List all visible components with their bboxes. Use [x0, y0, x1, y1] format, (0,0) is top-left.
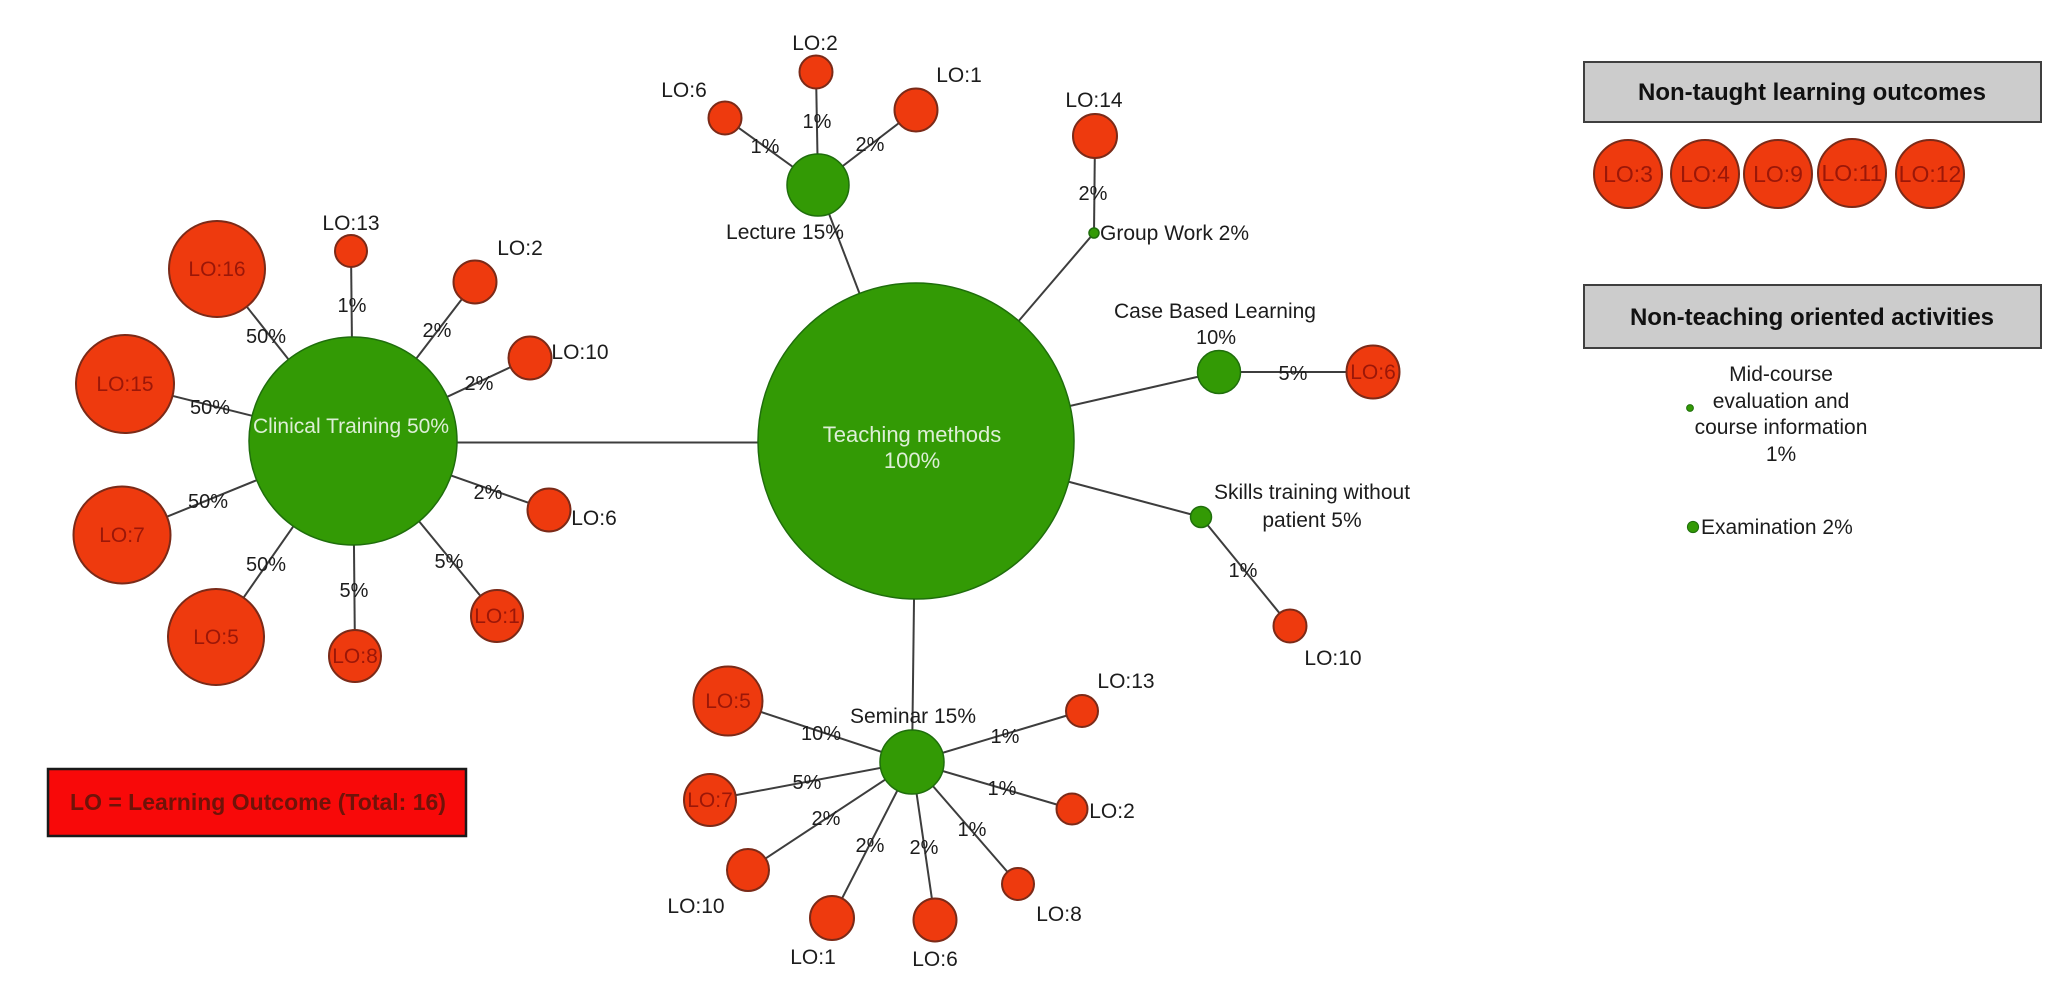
svg-text:LO:13: LO:13 [1097, 670, 1154, 693]
svg-text:LO:10: LO:10 [1304, 647, 1361, 670]
svg-text:LO:2: LO:2 [792, 32, 838, 55]
svg-text:5%: 5% [793, 772, 822, 794]
svg-text:Examination 2%: Examination 2% [1701, 516, 1853, 539]
svg-text:1%: 1% [338, 295, 367, 317]
svg-text:LO:15: LO:15 [96, 373, 153, 396]
svg-text:Case Based Learning: Case Based Learning [1114, 300, 1316, 323]
svg-text:LO:13: LO:13 [322, 212, 379, 235]
svg-text:Skills training without: Skills training without [1214, 481, 1410, 504]
svg-text:Mid-course: Mid-course [1729, 363, 1833, 386]
svg-text:LO:7: LO:7 [99, 524, 145, 547]
svg-text:LO:10: LO:10 [667, 895, 724, 918]
svg-text:2%: 2% [856, 134, 885, 156]
svg-text:LO:6: LO:6 [912, 948, 958, 971]
svg-text:LO:4: LO:4 [1680, 161, 1730, 187]
svg-text:Clinical Training 50%: Clinical Training 50% [253, 415, 449, 438]
svg-text:LO = Learning Outcome (Total:: LO = Learning Outcome (Total: 16) [70, 789, 446, 815]
svg-text:1%: 1% [751, 136, 780, 158]
svg-text:LO:5: LO:5 [705, 690, 751, 713]
svg-text:50%: 50% [246, 326, 286, 348]
svg-text:5%: 5% [1279, 363, 1308, 385]
svg-text:LO:6: LO:6 [571, 507, 617, 530]
svg-text:course information: course information [1695, 416, 1868, 439]
svg-text:LO:8: LO:8 [332, 645, 378, 668]
svg-text:Lecture 15%: Lecture 15% [726, 221, 844, 244]
svg-text:LO:6: LO:6 [1350, 361, 1396, 384]
svg-text:LO:10: LO:10 [551, 341, 608, 364]
svg-text:50%: 50% [246, 554, 286, 576]
svg-text:1%: 1% [991, 726, 1020, 748]
svg-text:2%: 2% [910, 837, 939, 859]
svg-text:10%: 10% [801, 723, 841, 745]
svg-text:2%: 2% [1079, 183, 1108, 205]
svg-text:50%: 50% [188, 491, 228, 513]
svg-text:LO:6: LO:6 [661, 79, 707, 102]
svg-text:2%: 2% [465, 373, 494, 395]
svg-text:LO:12: LO:12 [1899, 161, 1962, 187]
svg-text:LO:3: LO:3 [1603, 161, 1653, 187]
svg-text:LO:1: LO:1 [474, 605, 520, 628]
svg-text:2%: 2% [856, 835, 885, 857]
svg-text:Seminar 15%: Seminar 15% [850, 705, 976, 728]
svg-text:100%: 100% [884, 448, 940, 473]
svg-text:2%: 2% [812, 808, 841, 830]
svg-text:50%: 50% [190, 397, 230, 419]
svg-text:LO:5: LO:5 [193, 626, 239, 649]
svg-text:LO:11: LO:11 [1822, 160, 1883, 186]
svg-text:1%: 1% [958, 819, 987, 841]
svg-text:Group Work 2%: Group Work 2% [1100, 222, 1249, 245]
svg-text:evaluation and: evaluation and [1713, 390, 1850, 413]
svg-text:1%: 1% [803, 111, 832, 133]
svg-text:1%: 1% [1229, 560, 1258, 582]
svg-text:Non-teaching oriented activiti: Non-teaching oriented activities [1630, 304, 1994, 331]
svg-text:LO:1: LO:1 [790, 946, 836, 969]
svg-text:5%: 5% [435, 551, 464, 573]
svg-text:LO:16: LO:16 [188, 258, 245, 281]
svg-text:LO:1: LO:1 [936, 64, 982, 87]
svg-text:LO:7: LO:7 [687, 789, 733, 812]
svg-text:Teaching methods: Teaching methods [823, 422, 1002, 447]
svg-text:patient 5%: patient 5% [1262, 509, 1361, 532]
svg-text:5%: 5% [340, 580, 369, 602]
svg-text:2%: 2% [423, 320, 452, 342]
svg-text:Non-taught learning outcomes: Non-taught learning outcomes [1638, 79, 1986, 106]
svg-text:LO:2: LO:2 [497, 237, 543, 260]
svg-text:LO:14: LO:14 [1065, 89, 1123, 112]
svg-text:2%: 2% [474, 482, 503, 504]
svg-text:LO:2: LO:2 [1089, 800, 1135, 823]
svg-text:10%: 10% [1196, 327, 1236, 349]
svg-text:1%: 1% [1766, 443, 1796, 466]
svg-text:1%: 1% [988, 778, 1017, 800]
svg-text:LO:8: LO:8 [1036, 903, 1082, 926]
svg-text:LO:9: LO:9 [1753, 161, 1803, 187]
